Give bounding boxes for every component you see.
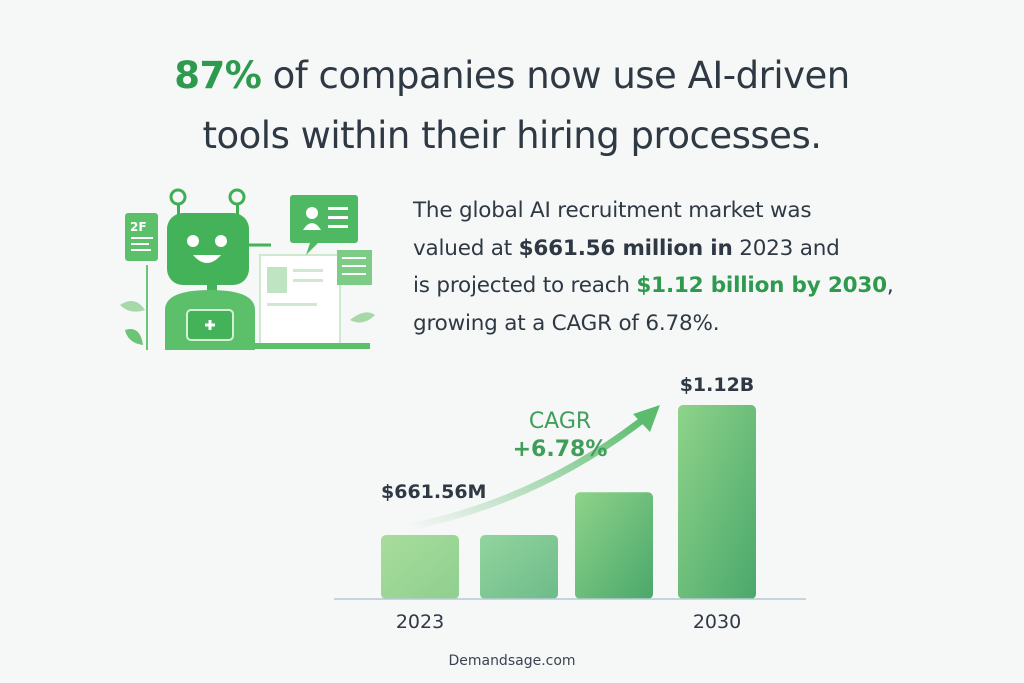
bar-mid-1 [480, 534, 558, 599]
text: valued at [413, 235, 519, 261]
text: 2023 and [732, 235, 840, 261]
headline-line2: tools within their hiring processes. [202, 114, 822, 157]
cagr-value: +6.78% [513, 437, 608, 462]
summary-line: is projected to reach $1.12 billion by 2… [413, 267, 894, 305]
x-tick-label: 2030 [693, 611, 741, 633]
cagr-label: CAGR [529, 409, 591, 434]
summary-line: growing at a CAGR of 6.78%. [413, 310, 720, 336]
market-summary: The global AI recruitment market was val… [413, 192, 894, 342]
headline-line1: of companies now use AI-driven [261, 54, 851, 97]
headline-highlight: 87% [174, 54, 262, 97]
badge-text: 2F [130, 220, 147, 234]
robot-recruiter-icon: 2F [115, 185, 385, 355]
cagr-arrowhead [633, 405, 660, 432]
value-2030: $1.12 billion by 2030 [636, 273, 887, 298]
bar-2030 [678, 405, 756, 599]
text: , [886, 273, 894, 298]
data-label: $661.56M [381, 481, 486, 503]
source-footer: Demandsage.com [448, 653, 576, 669]
value-2023: $661.56 million in [518, 235, 733, 261]
summary-line: valued at $661.56 million in 2023 and [413, 230, 894, 268]
data-label: $1.12B [680, 374, 755, 396]
headline: 87% of companies now use AI-driven tools… [0, 46, 1024, 166]
text: is projected to reach [413, 273, 637, 298]
x-tick-label: 2023 [396, 611, 444, 633]
cagr-arrow [409, 415, 648, 531]
bar-2023 [381, 534, 459, 599]
bar-mid-2 [575, 492, 653, 599]
summary-line: The global AI recruitment market was [413, 198, 812, 223]
